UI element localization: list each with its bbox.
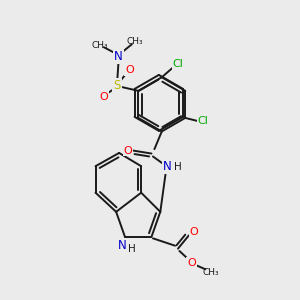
Text: CH₃: CH₃ (127, 37, 143, 46)
Text: O: O (190, 226, 198, 237)
Text: O: O (100, 92, 108, 102)
Text: Cl: Cl (172, 59, 183, 69)
Text: N: N (118, 239, 127, 252)
Text: N: N (163, 160, 172, 173)
Text: N: N (114, 50, 123, 63)
Text: H: H (128, 244, 136, 254)
Text: Cl: Cl (197, 116, 208, 126)
Text: H: H (174, 162, 182, 172)
Text: O: O (125, 65, 134, 75)
Text: O: O (124, 146, 132, 156)
Text: CH₃: CH₃ (203, 268, 220, 277)
Text: S: S (113, 79, 121, 92)
Text: O: O (187, 258, 196, 268)
Text: CH₃: CH₃ (91, 41, 108, 50)
